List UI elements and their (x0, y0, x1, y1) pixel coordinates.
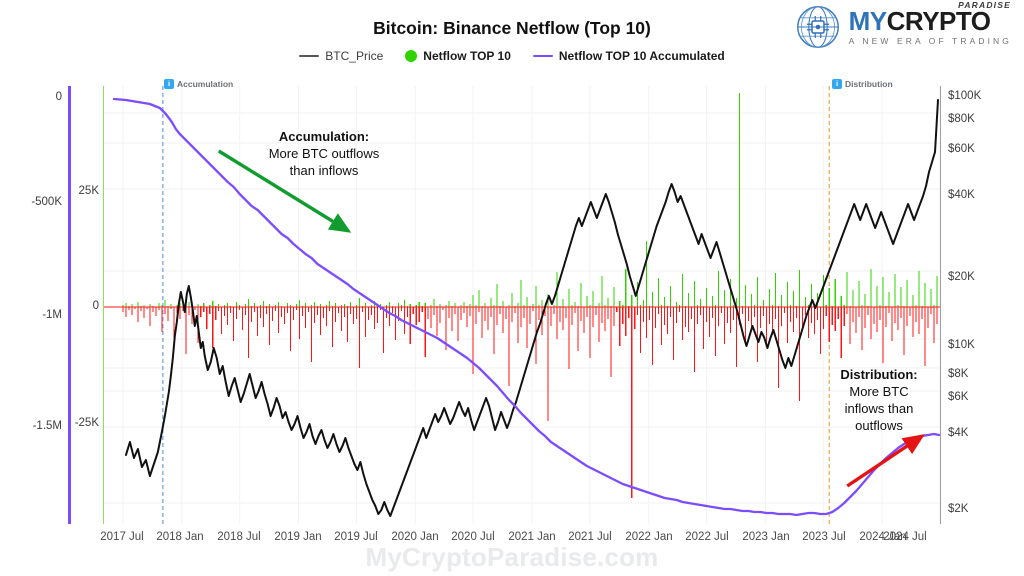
axis-x-tick: 2023 Jan (742, 531, 790, 543)
brand-name-part1: MY (848, 6, 888, 37)
legend-line-marker (532, 54, 553, 58)
axis-x-tick: 2021 Jan (508, 531, 556, 543)
legend-label: Netflow TOP 10 (423, 49, 511, 63)
brand-tagline: A NEW ERA OF TRADING (848, 36, 1012, 47)
axis-netflow-tick: -25K (74, 417, 99, 429)
series-btc-price (124, 99, 940, 517)
distribution-arrow (846, 434, 925, 488)
legend-label: BTC_Price (325, 49, 384, 63)
axis-x-tick: 2019 Jul (334, 531, 378, 543)
info-badge-icon: i (832, 79, 842, 89)
axis-x-tick: 2017 Jul (100, 531, 144, 543)
annotation-line1: More BTC outflows (268, 146, 380, 162)
axis-price-tick: $6K (948, 391, 969, 403)
brand-logo: MYCRYPTO PARADISE A NEW ERA OF TRADING (795, 1, 1012, 50)
axis-x-tick: 2018 Jan (156, 531, 204, 543)
axis-price-tick: $10K (948, 339, 975, 351)
annotation-line1: More BTC (849, 384, 909, 400)
axis-netflow-tick: 0 (92, 300, 99, 312)
chart-legend: BTC_Price Netflow TOP 10 Netflow TOP 10 … (0, 49, 1024, 63)
axis-x-tick: 2022 Jan (625, 531, 673, 543)
axis-x-tick: 2018 Jul (217, 531, 261, 543)
axis-accumulated-line (68, 86, 71, 524)
axis-x-tick: 2020 Jan (391, 531, 439, 543)
legend-item-netflow-accumulated[interactable]: Netflow TOP 10 Accumulated (532, 49, 725, 63)
axis-x-tick: 2021 Jul (568, 531, 612, 543)
axis-price-tick: $8K (948, 368, 969, 380)
axis-price-tick: $60K (948, 143, 975, 155)
axis-accumulated-tick: 0 (55, 91, 62, 103)
event-label-distribution[interactable]: i Distribution (832, 79, 893, 89)
axis-price-tick: $100K (948, 90, 982, 102)
annotation-line2: than inflows (289, 163, 359, 179)
axis-price-tick: $80K (948, 113, 975, 125)
plot-area[interactable] (103, 86, 941, 524)
brand-superscript: PARADISE (958, 0, 1011, 11)
axis-accumulated-tick: -1M (42, 309, 62, 321)
axis-price-tick: $20K (948, 271, 975, 283)
axis-x-tick: 2024 Jul (883, 531, 927, 543)
axis-x-tick: 2023 Jul (802, 531, 846, 543)
annotation-line3: outflows (855, 418, 903, 434)
axis-x-tick: 2020 Jul (451, 531, 495, 543)
event-label-accumulation[interactable]: i Accumulation (164, 79, 233, 89)
legend-item-netflow-top10[interactable]: Netflow TOP 10 (405, 49, 511, 63)
axis-x-tick: 2022 Jul (685, 531, 729, 543)
legend-item-btc-price[interactable]: BTC_Price (299, 49, 383, 63)
brand-name-part2: CRYPTO (886, 6, 991, 37)
netflow-bars-red (122, 307, 938, 498)
axis-accumulated-tick: -1.5M (32, 420, 62, 432)
globe-icon (796, 6, 839, 48)
event-label-text: Distribution (845, 79, 893, 89)
axis-x-tick: 2024 Jan (859, 531, 907, 543)
axis-price-tick: $40K (948, 189, 975, 201)
chart-title: Bitcoin: Binance Netflow (Top 10) (373, 18, 651, 38)
accumulation-arrow (217, 149, 352, 233)
info-badge-icon: i (164, 79, 174, 89)
legend-dot-marker (405, 50, 418, 62)
event-label-text: Accumulation (177, 79, 234, 89)
annotation-title: Accumulation: (278, 129, 370, 144)
axis-price-tick: $2K (948, 503, 969, 515)
annotation-line2: inflows than (844, 401, 914, 417)
legend-line-marker (299, 54, 320, 58)
brand-wordmark: MYCRYPTO PARADISE A NEW ERA OF TRADING (848, 1, 1012, 47)
axis-x-tick: 2019 Jan (274, 531, 322, 543)
axis-accumulated-tick: -500K (31, 196, 62, 208)
gridlines-horizontal (104, 112, 940, 504)
annotation-accumulation: Accumulation: More BTC outflows than inf… (248, 128, 400, 179)
legend-label: Netflow TOP 10 Accumulated (558, 49, 725, 63)
axis-price-tick: $4K (948, 427, 969, 439)
annotation-distribution: Distribution: More BTC inflows than outf… (824, 366, 934, 435)
annotation-title: Distribution: (840, 367, 918, 382)
series-netflow-accumulated (112, 97, 940, 517)
axis-netflow-tick: 25K (78, 185, 99, 197)
watermark: MyCryptoParadise.com (365, 542, 659, 572)
